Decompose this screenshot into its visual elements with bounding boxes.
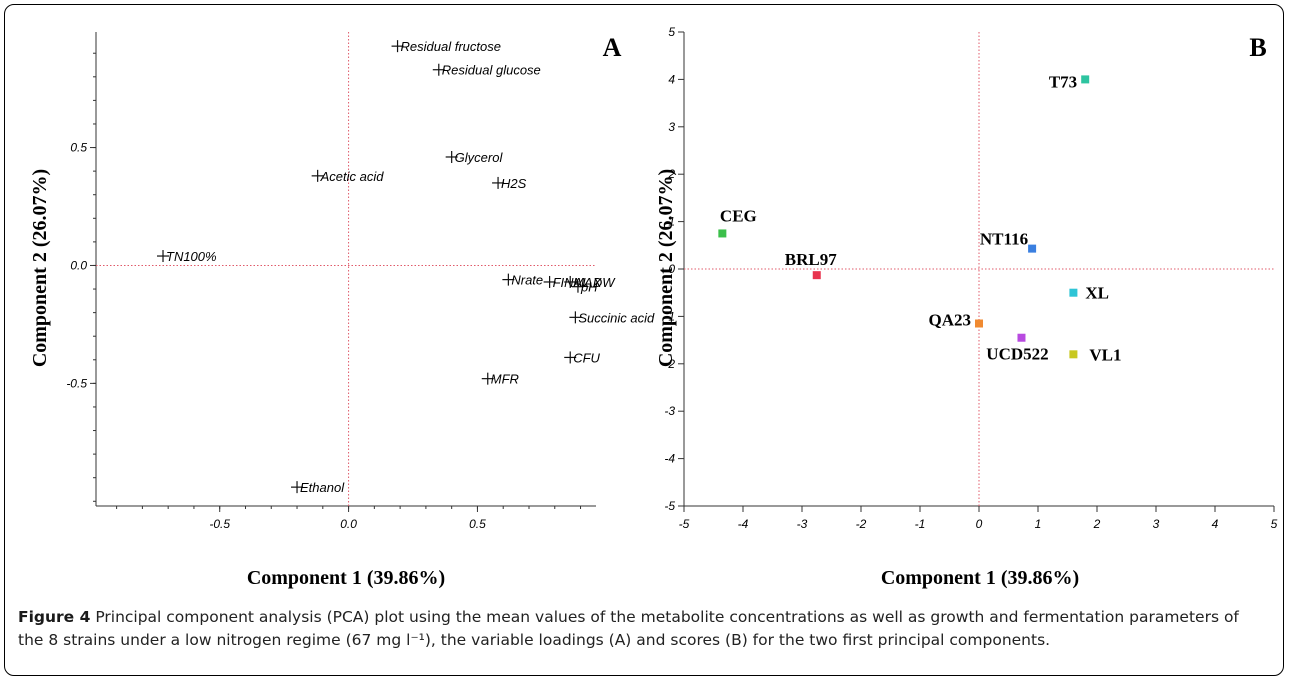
score-point: CEG — [718, 206, 757, 238]
point-label: QA23 — [929, 311, 972, 330]
point-marker — [1069, 350, 1078, 359]
y-tick-label: -5 — [664, 499, 675, 513]
point-label: FINAL DW — [553, 275, 617, 290]
point-label: Ethanol — [300, 480, 345, 495]
point-label: CFU — [573, 350, 600, 365]
score-point: NT116 — [980, 230, 1037, 253]
loading-point: CFU — [564, 350, 601, 365]
x-tick-label: -2 — [856, 517, 867, 531]
point-marker — [975, 319, 983, 328]
point-label: H2S — [501, 176, 527, 191]
loading-point: H2S — [492, 176, 527, 191]
loading-point: TN100% — [157, 249, 217, 264]
panel-letter: A — [603, 33, 622, 62]
point-label: pH — [580, 280, 598, 295]
x-axis-title: Component 1 (39.86%) — [881, 567, 1079, 589]
score-point: VL1 — [1069, 345, 1122, 364]
panel-letter: B — [1249, 33, 1266, 62]
x-tick-label: 2 — [1093, 517, 1101, 531]
point-marker — [812, 271, 821, 280]
point-marker — [1017, 333, 1026, 342]
y-axis-title: Component 2 (26.07%) — [655, 169, 677, 367]
loading-point: MFR — [481, 372, 519, 387]
x-tick-label: -0.5 — [209, 517, 230, 531]
y-tick-label: -3 — [664, 404, 675, 418]
point-marker — [1028, 244, 1037, 253]
point-label: UCD522 — [986, 345, 1048, 364]
loading-point: FINAL DW — [543, 275, 617, 290]
x-tick-label: -4 — [738, 517, 749, 531]
point-label: TN100% — [166, 249, 217, 264]
y-tick-label: 4 — [668, 72, 675, 86]
caption-label: Figure 4 — [18, 608, 91, 626]
x-tick-label: 1 — [1035, 517, 1042, 531]
x-tick-label: -5 — [679, 517, 690, 531]
loading-point: Glycerol — [445, 150, 504, 165]
loading-point: Ethanol — [291, 480, 345, 495]
point-label: Nrate — [511, 273, 543, 288]
figure-caption: Figure 4 Principal component analysis (P… — [18, 606, 1268, 652]
x-tick-label: 0.5 — [469, 517, 486, 531]
x-tick-label: -1 — [915, 517, 926, 531]
point-marker — [1081, 75, 1090, 84]
y-tick-label: 0 — [668, 262, 675, 276]
loading-point: Succinic acid — [569, 310, 655, 325]
figure-frame — [4, 4, 1284, 676]
panel-a: -0.5 0.0 0.5 -0.5 0.0 0.5 A Component 1 (39.86%… — [29, 32, 655, 589]
x-tick-label: -3 — [797, 517, 808, 531]
score-point: XL — [1069, 284, 1109, 303]
point-marker — [1069, 288, 1078, 297]
point-label: Succinic acid — [578, 310, 655, 325]
y-tick-label: 0.0 — [70, 258, 87, 272]
y-tick-label: 1 — [668, 215, 675, 229]
point-label: T73 — [1049, 72, 1077, 91]
y-tick-label: -2 — [664, 357, 675, 371]
x-tick-label: 3 — [1153, 517, 1160, 531]
y-tick-label: 3 — [668, 120, 675, 134]
point-label: CEG — [720, 206, 757, 225]
panel-b: -5 -4 -3 -2 -1 0 1 2 3 4 5 -5 -4 -3 -2 -1 0 1 2 3 4 5 B Compone… — [655, 25, 1278, 589]
y-tick-label: 2 — [667, 167, 675, 181]
x-tick-label: 0 — [976, 517, 983, 531]
loading-point: Residual glucose — [432, 63, 541, 78]
point-label: XL — [1085, 284, 1109, 303]
y-axis-title: Component 2 (26.07%) — [29, 169, 51, 367]
x-axis-title: Component 1 (39.86%) — [247, 567, 445, 589]
y-tick-label: 0.5 — [70, 141, 87, 155]
y-tick-label: -4 — [664, 452, 675, 466]
x-tick-label: 5 — [1271, 517, 1278, 531]
y-tick-label: 5 — [668, 25, 675, 39]
caption-text: Principal component analysis (PCA) plot … — [18, 608, 1239, 649]
score-point: QA23 — [929, 311, 983, 330]
point-label: NT116 — [980, 230, 1028, 249]
pca-figure: -0.5 0.0 0.5 -0.5 0.0 0.5 A Component 1 (39.86%… — [29, 25, 1278, 589]
y-tick-label: -1 — [664, 309, 675, 323]
point-label: Residual glucose — [442, 63, 541, 78]
y-tick-label: -0.5 — [66, 376, 87, 390]
point-label: BRL97 — [785, 250, 837, 269]
point-label: VL1 — [1089, 345, 1121, 364]
score-point: BRL97 — [785, 250, 837, 280]
point-label: Acetic acid — [320, 169, 385, 184]
point-label: MFR — [491, 372, 519, 387]
score-point: T73 — [1049, 72, 1090, 91]
point-label: Residual fructose — [401, 39, 501, 54]
loading-point: Residual fructose — [391, 39, 501, 54]
point-label: Glycerol — [455, 150, 504, 165]
score-point: UCD522 — [986, 333, 1049, 364]
loading-point: pH — [571, 280, 598, 295]
x-tick-label: 0.0 — [340, 517, 357, 531]
loading-point: Nrate — [502, 273, 543, 288]
x-tick-label: 4 — [1212, 517, 1219, 531]
point-marker — [718, 229, 727, 238]
loading-point: Acetic acid — [311, 169, 385, 184]
